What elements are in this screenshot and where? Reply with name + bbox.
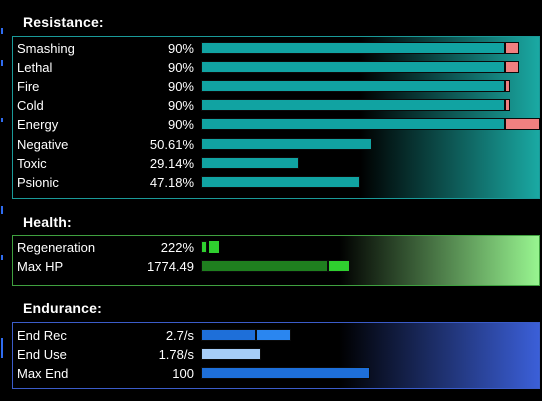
toxic-bar-fill: [201, 156, 299, 169]
resistance-panel: Smashing 90% Lethal 90% Fire 90% Cold 90% Energy…: [12, 36, 540, 199]
maxend-bar-fill: [201, 367, 370, 379]
maxend-value: 100: [172, 366, 194, 381]
lethal-value: 90%: [167, 60, 194, 76]
cold-label: Cold: [17, 98, 44, 114]
regeneration-bar-fill: [201, 241, 207, 253]
maxhp-bar-bonus: [328, 260, 350, 272]
endurance-row-maxend: Max End 100: [13, 364, 539, 383]
fire-bar-overcap: [505, 80, 510, 93]
endrec-value: 2.7/s: [165, 328, 194, 343]
edge-mark: [1, 60, 3, 66]
cold-bar-fill: [201, 99, 505, 112]
maxend-label: Max End: [17, 366, 69, 381]
enduse-label: End Use: [17, 347, 67, 362]
edge-mark: [1, 28, 3, 34]
resistance-row-cold: Cold 90%: [13, 96, 539, 115]
resistance-title: Resistance:: [23, 14, 104, 30]
lethal-bar-overcap: [505, 61, 519, 74]
resistance-row-lethal: Lethal 90%: [13, 58, 539, 77]
enduse-value: 1.78/s: [158, 347, 194, 362]
edge-mark: [1, 255, 3, 260]
endrec-bar-base: [201, 329, 256, 341]
psionic-bar-fill: [201, 175, 360, 188]
endurance-title: Endurance:: [23, 300, 103, 316]
edge-mark: [1, 118, 3, 122]
endurance-row-endrec: End Rec 2.7/s: [13, 326, 539, 345]
psionic-value: 47.18%: [149, 174, 194, 190]
energy-value: 90%: [167, 117, 194, 133]
fire-bar-fill: [201, 80, 505, 93]
endrec-bar-bonus: [256, 329, 291, 341]
endrec-label: End Rec: [17, 328, 67, 343]
health-row-regeneration: Regeneration 222%: [13, 238, 539, 257]
enduse-bar-fill: [201, 348, 261, 360]
resistance-row-smashing: Smashing 90%: [13, 39, 539, 58]
maxhp-bar-base: [201, 260, 328, 272]
smashing-bar-overcap: [505, 42, 519, 54]
energy-label: Energy: [17, 117, 59, 133]
maxhp-label: Max HP: [17, 259, 64, 274]
energy-bar-overcap: [505, 118, 540, 131]
resistance-row-energy: Energy 90%: [13, 115, 540, 134]
smashing-bar-fill: [201, 42, 505, 54]
health-title: Health:: [23, 214, 72, 230]
regeneration-label: Regeneration: [17, 240, 96, 255]
edge-mark: [1, 206, 3, 214]
cold-value: 90%: [167, 98, 194, 114]
smashing-value: 90%: [167, 41, 194, 56]
lethal-label: Lethal: [17, 60, 53, 76]
resistance-row-negative: Negative 50.61%: [13, 135, 539, 154]
regeneration-value: 222%: [160, 240, 194, 255]
fire-value: 90%: [167, 79, 194, 95]
health-panel: Regeneration 222% Max HP 1774.49: [12, 235, 540, 286]
cold-bar-overcap: [505, 99, 510, 112]
psionic-label: Psionic: [17, 174, 59, 190]
negative-label: Negative: [17, 136, 69, 152]
edge-mark: [1, 338, 3, 358]
left-window-edge: [0, 0, 4, 401]
regeneration-bar-extra: [209, 241, 219, 253]
negative-bar-fill: [201, 137, 372, 150]
endurance-row-enduse: End Use 1.78/s: [13, 345, 539, 364]
energy-bar-fill: [201, 118, 505, 131]
fire-label: Fire: [17, 79, 40, 95]
resistance-row-psionic: Psionic 47.18%: [13, 173, 539, 192]
maxhp-value: 1774.49: [147, 259, 194, 274]
smashing-label: Smashing: [17, 41, 75, 56]
lethal-bar-fill: [201, 61, 505, 74]
toxic-value: 29.14%: [149, 155, 194, 171]
toxic-label: Toxic: [17, 155, 47, 171]
resistance-row-fire: Fire 90%: [13, 77, 539, 96]
negative-value: 50.61%: [149, 136, 194, 152]
health-row-maxhp: Max HP 1774.49: [13, 257, 539, 276]
endurance-panel: End Rec 2.7/s End Use 1.78/s Max End 100: [12, 322, 540, 389]
resistance-row-toxic: Toxic 29.14%: [13, 154, 539, 173]
